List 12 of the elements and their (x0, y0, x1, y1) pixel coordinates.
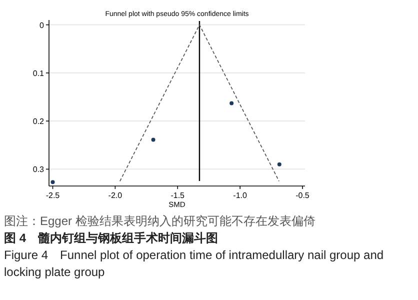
caption: Figure 4 Funnel plot of operation time of intramedullary nail group and locking plate group (4, 247, 385, 281)
ytick: 0.1 (32, 68, 44, 78)
text: 图注：Egger 检验结果表明纳入的研究可能不存在发表偏倚 (4, 213, 316, 230)
xtick: -2.5 (46, 191, 60, 200)
ytick: 0 (40, 20, 44, 30)
xtick: -2.0 (108, 191, 122, 200)
xtick: -1.5 (170, 191, 185, 200)
xtick: -0.5 (296, 191, 310, 200)
ytick: 0.2 (32, 117, 44, 126)
caption: 图 4 髓内钉组与钢板组手术时间漏斗图 (4, 230, 220, 247)
xtick: -1.0 (233, 191, 247, 200)
ytick: 0.3 (32, 165, 44, 174)
